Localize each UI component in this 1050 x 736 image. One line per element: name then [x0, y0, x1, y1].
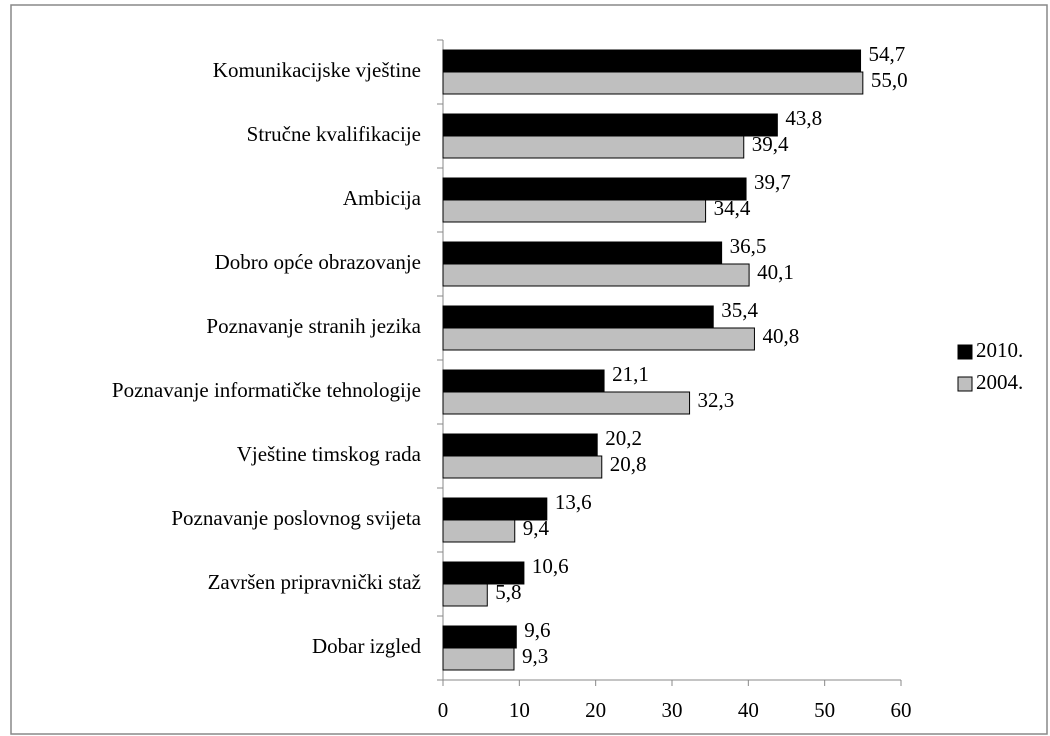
- bar: [442, 263, 750, 287]
- chart-border: [10, 4, 1048, 735]
- value-label: 35,4: [721, 298, 758, 322]
- y-tick-label: Komunikacijske vještine: [213, 58, 421, 82]
- bar: [442, 241, 723, 265]
- y-tick-label: Ambicija: [343, 186, 422, 210]
- y-tick-label: Vještine timskog rada: [237, 442, 422, 466]
- value-label: 39,7: [754, 170, 791, 194]
- bar: [442, 135, 745, 159]
- value-label: 34,4: [714, 196, 751, 220]
- bar: [442, 391, 691, 415]
- legend-label: 2004.: [976, 370, 1023, 394]
- bar: [442, 199, 707, 223]
- x-tick-label: 20: [585, 698, 606, 722]
- value-label: 20,8: [610, 452, 647, 476]
- value-label: 21,1: [612, 362, 649, 386]
- value-label: 5,8: [495, 580, 521, 604]
- value-label: 10,6: [532, 554, 569, 578]
- bar: [442, 369, 605, 393]
- x-tick-label: 10: [509, 698, 530, 722]
- x-tick-label: 60: [891, 698, 912, 722]
- bar: [442, 305, 714, 329]
- value-label: 43,8: [785, 106, 822, 130]
- legend-swatch: [957, 344, 973, 360]
- y-tick-label: Dobar izgled: [312, 634, 422, 658]
- value-label: 9,4: [523, 516, 550, 540]
- value-label: 40,8: [762, 324, 799, 348]
- bar: [442, 177, 747, 201]
- y-tick-label: Stručne kvalifikacije: [247, 122, 421, 146]
- y-tick-label: Poznavanje stranih jezika: [206, 314, 421, 338]
- legend-label: 2010.: [976, 338, 1023, 362]
- bar: [442, 71, 864, 95]
- bar: [442, 49, 862, 73]
- bar: [442, 433, 598, 457]
- bar: [442, 327, 755, 351]
- value-label: 36,5: [730, 234, 767, 258]
- value-label: 9,6: [524, 618, 550, 642]
- x-tick-label: 40: [738, 698, 759, 722]
- bar: [442, 455, 603, 479]
- x-tick-label: 50: [814, 698, 835, 722]
- bar: [442, 647, 515, 671]
- value-label: 55,0: [871, 68, 908, 92]
- value-label: 13,6: [555, 490, 592, 514]
- value-label: 20,2: [605, 426, 642, 450]
- bar: [442, 583, 488, 607]
- legend-swatch: [957, 376, 973, 392]
- value-label: 9,3: [522, 644, 548, 668]
- bar: [442, 519, 516, 543]
- bar: [442, 625, 517, 649]
- value-label: 54,7: [869, 42, 906, 66]
- x-tick-label: 0: [438, 698, 449, 722]
- value-label: 39,4: [752, 132, 789, 156]
- y-tick-label: Završen pripravnički staž: [208, 570, 421, 594]
- value-label: 40,1: [757, 260, 794, 284]
- bar: [442, 113, 778, 137]
- y-tick-label: Poznavanje informatičke tehnologije: [112, 378, 421, 402]
- y-tick-label: Dobro opće obrazovanje: [215, 250, 421, 274]
- x-tick-label: 30: [662, 698, 683, 722]
- y-tick-label: Poznavanje poslovnog svijeta: [171, 506, 421, 530]
- value-label: 32,3: [698, 388, 735, 412]
